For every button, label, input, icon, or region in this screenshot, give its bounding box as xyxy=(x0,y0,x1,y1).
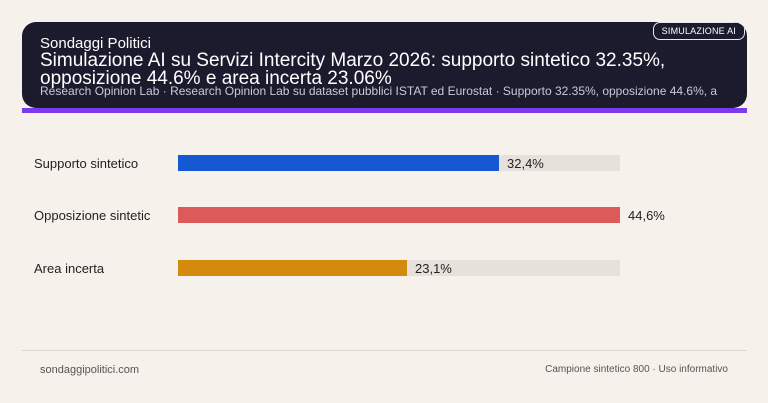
footer-site: sondaggipolitici.com xyxy=(40,364,140,376)
bar xyxy=(178,155,499,171)
value-label: 44,6% xyxy=(628,208,665,223)
chart-header: Sondaggi Politici Simulazione AI su Serv… xyxy=(22,22,747,108)
category-label: Area incerta xyxy=(34,261,105,276)
brand-name: Sondaggi Politici xyxy=(40,35,151,52)
category-label: Supporto sintetico xyxy=(34,156,139,171)
category-label: Opposizione sintetic xyxy=(34,208,151,223)
footer-note: Campione sintetico 800 · Uso informativo xyxy=(545,364,728,375)
bar xyxy=(178,207,620,223)
value-label: 32,4% xyxy=(507,156,544,171)
source-line: Research Opinion Lab · Research Opinion … xyxy=(40,84,718,98)
chart-title: Simulazione AI su Servizi Intercity Marz… xyxy=(40,50,666,89)
simulation-badge: SIMULAZIONE AI xyxy=(652,22,745,40)
footer-divider xyxy=(22,350,747,351)
bar xyxy=(178,260,407,276)
accent-divider xyxy=(22,108,747,113)
value-label: 23,1% xyxy=(415,261,452,276)
